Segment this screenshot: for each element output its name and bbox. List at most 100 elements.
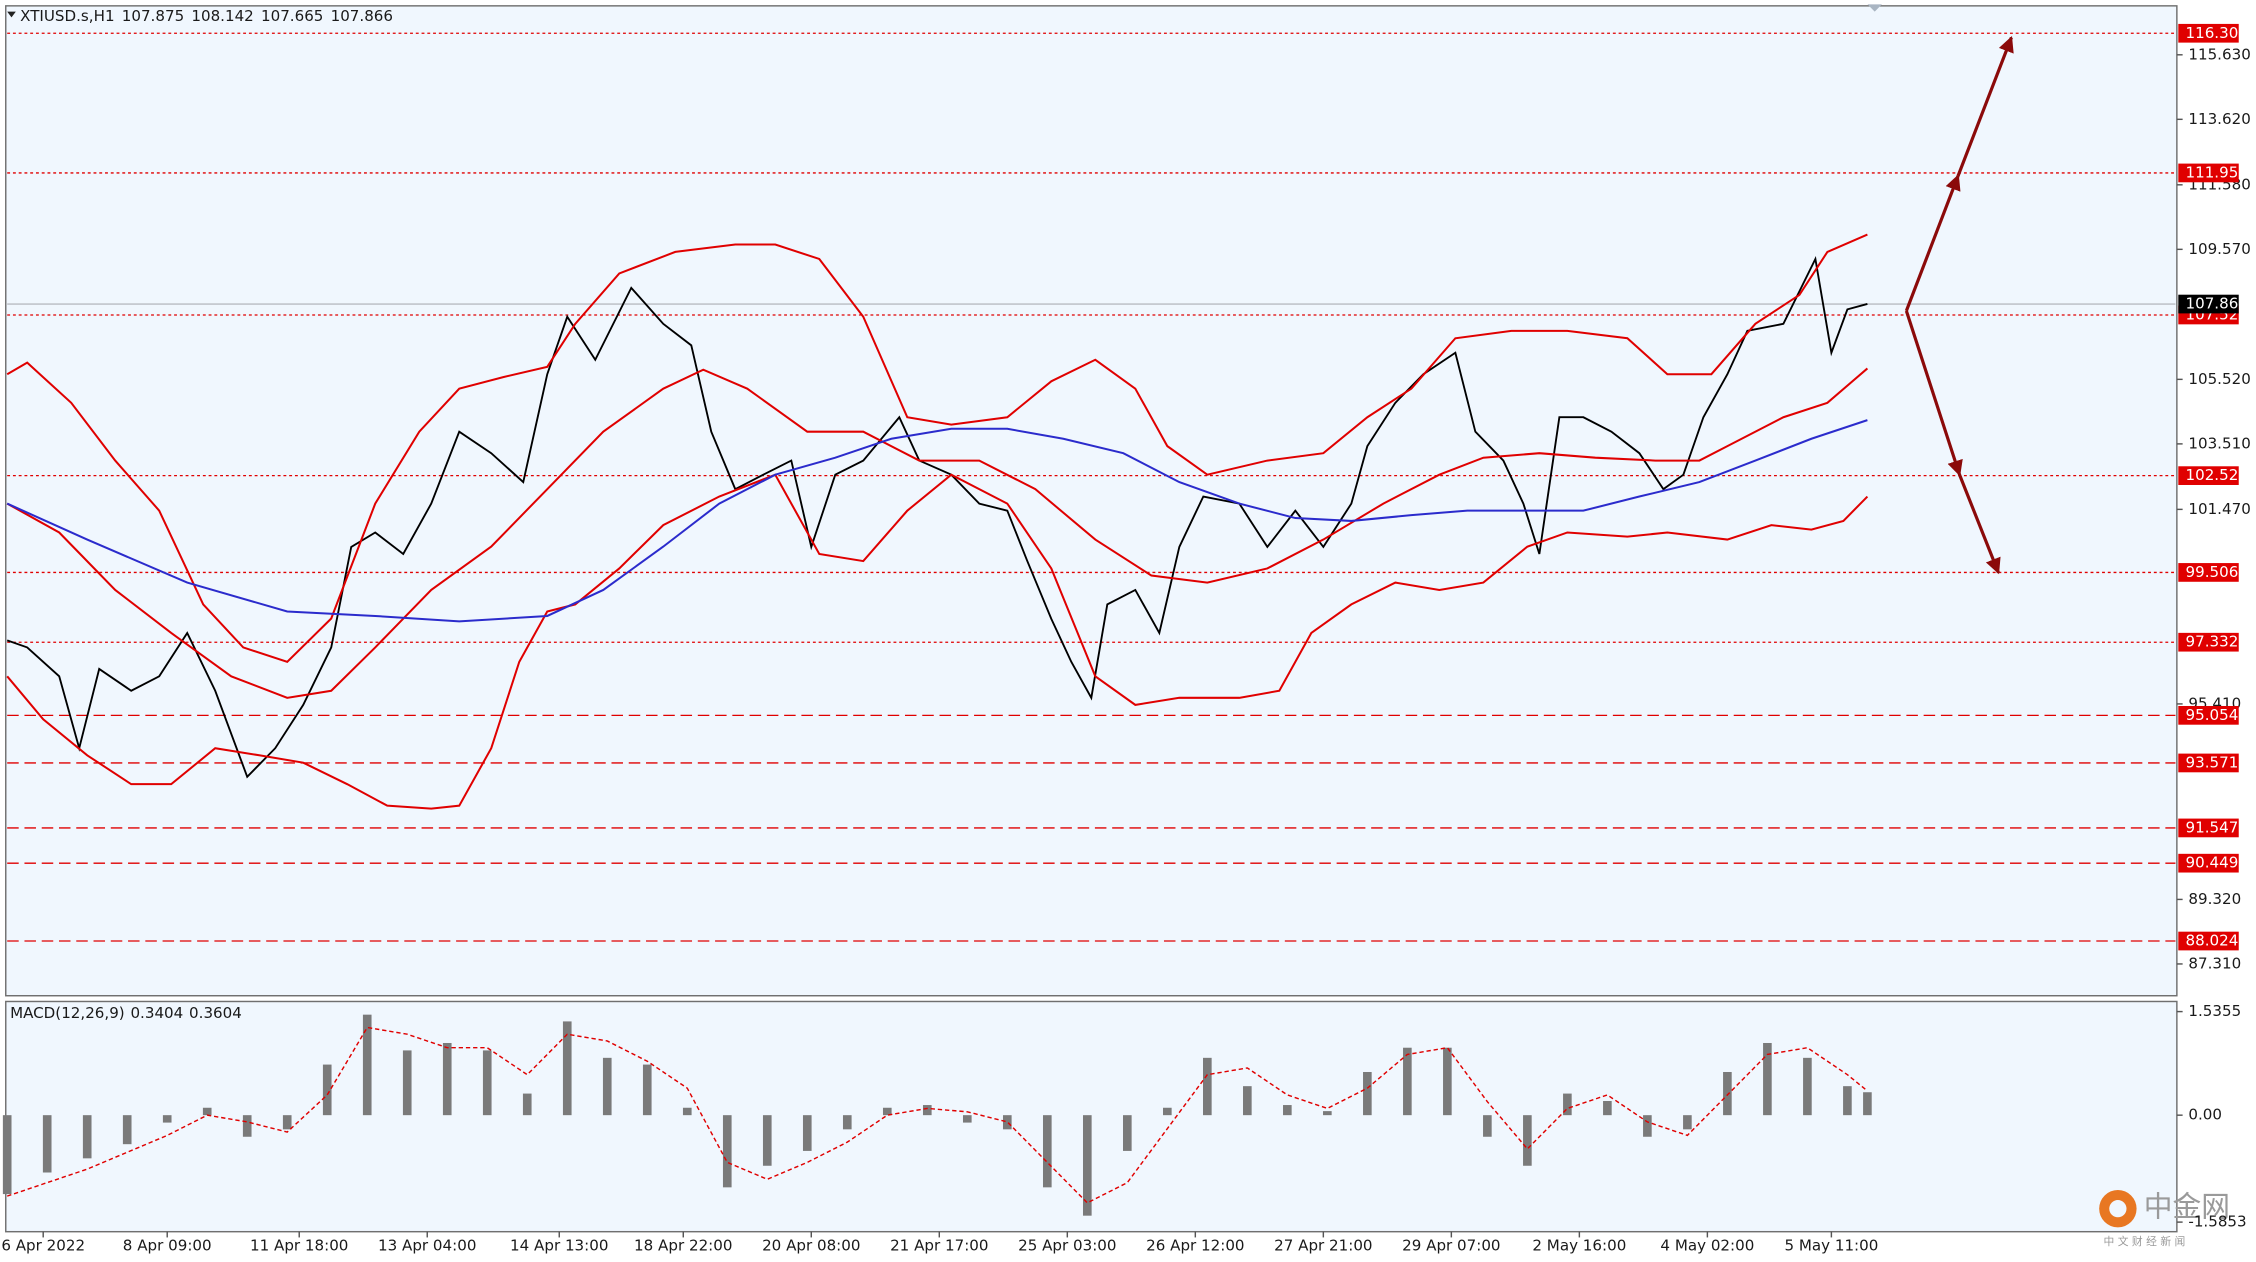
macd-bar [1163, 1107, 1172, 1116]
level-label: 88.024 [2186, 932, 2239, 950]
x-tick-label: 18 Apr 22:00 [634, 1237, 732, 1255]
y-tick-label: 101.470 [2188, 500, 2250, 518]
x-tick-label: 2 May 16:00 [1532, 1237, 1626, 1255]
indicator-line [6, 473, 1869, 810]
macd-bar [1122, 1115, 1132, 1151]
level-label: 95.054 [2186, 706, 2239, 724]
watermark: 中金网 中 文 财 经 新 闻 [2099, 1190, 2230, 1248]
level-label: 102.521 [2186, 466, 2248, 484]
y-tick-label: 87.310 [2188, 954, 2241, 972]
last-price-label: 107.866 [2186, 295, 2248, 313]
macd-bar [122, 1115, 132, 1145]
macd-bar [442, 1042, 452, 1116]
macd-bar [1643, 1115, 1652, 1137]
x-tick-label: 13 Apr 04:00 [378, 1237, 476, 1255]
y-tick-label: -1.5853 [2188, 1213, 2246, 1231]
y-tick-label: 89.320 [2188, 890, 2241, 908]
macd-header-value: 0.3404 [130, 1003, 183, 1021]
level-label: 99.506 [2186, 563, 2239, 581]
macd-bar [1363, 1071, 1372, 1116]
macd-bar [82, 1115, 92, 1159]
arrow-up-1 [1904, 174, 1961, 312]
macd-bar [1082, 1115, 1092, 1216]
x-tick-label: 8 Apr 09:00 [123, 1237, 212, 1255]
price-line [6, 255, 1868, 779]
x-tick-label: 25 Apr 03:00 [1018, 1237, 1116, 1255]
level-label: 111.950 [2186, 163, 2248, 181]
level-label: 116.301 [2186, 24, 2248, 42]
x-tick-label: 4 May 02:00 [1660, 1237, 1754, 1255]
macd-bar [1763, 1042, 1772, 1116]
price-panel [5, 5, 2178, 997]
macd-bar [562, 1021, 572, 1116]
macd-bar [1803, 1057, 1812, 1116]
level-label-box [2178, 563, 2239, 582]
macd-bar [1283, 1105, 1292, 1116]
last-price-box [2178, 294, 2239, 314]
y-tick-label: 0.00 [2188, 1106, 2222, 1124]
macd-bar [42, 1115, 52, 1173]
macd-bar [1863, 1092, 1872, 1116]
macd-bar [242, 1115, 252, 1137]
macd-bar [1843, 1086, 1852, 1116]
macd-bar [842, 1115, 852, 1130]
macd-bar [1563, 1093, 1572, 1116]
indicator-line [6, 419, 1868, 623]
macd-bar [922, 1105, 932, 1116]
macd-bar [2, 1115, 12, 1195]
x-tick-label: 20 Apr 08:00 [762, 1237, 860, 1255]
macd-bar [642, 1064, 652, 1116]
level-label-box [2178, 705, 2239, 725]
level-label: 93.571 [2186, 753, 2239, 771]
macd-header: MACD(12,26,9) 0.3404 0.3604 [10, 1003, 242, 1021]
macd-bar [522, 1093, 532, 1116]
macd-bar [962, 1115, 972, 1123]
level-label-box [2178, 163, 2239, 183]
macd-bar [1443, 1047, 1452, 1116]
macd-bar [1723, 1071, 1732, 1116]
level-label: 91.547 [2186, 818, 2239, 836]
macd-bar [1523, 1115, 1532, 1166]
macd-bar [162, 1115, 172, 1123]
macd-bar [602, 1057, 612, 1116]
macd-bar [402, 1050, 412, 1116]
header-value: 107.866 [331, 6, 393, 24]
indicator-line [6, 233, 1868, 664]
macd-bar [362, 1014, 372, 1116]
x-tick-label: 5 May 11:00 [1784, 1237, 1878, 1255]
x-tick-label: 26 Apr 12:00 [1146, 1237, 1244, 1255]
macd-bar [802, 1115, 812, 1151]
macd-bar [1483, 1115, 1492, 1137]
x-tick-label: 14 Apr 13:00 [510, 1237, 608, 1255]
symbol-menu-icon [7, 11, 16, 18]
y-tick-label: 1.5355 [2188, 1002, 2241, 1020]
level-label: 90.449 [2186, 854, 2239, 872]
level-label-box [2178, 853, 2239, 873]
macd-bar [882, 1107, 892, 1116]
header-value: XTIUSD.s,H1 [20, 6, 114, 24]
level-label-box [2178, 23, 2239, 43]
macd-bar [1683, 1115, 1692, 1130]
macd-bar [682, 1107, 692, 1116]
y-tick-label: 105.520 [2188, 370, 2250, 388]
plot-layer [2, 32, 2183, 1238]
header-value: 108.142 [191, 6, 253, 24]
arrow-down-1 [1904, 310, 1963, 477]
macd-header-value: 0.3604 [189, 1003, 242, 1021]
header-value: 107.665 [261, 6, 323, 24]
indicator-line [6, 367, 1869, 699]
arrow-down-2 [1958, 474, 2001, 575]
x-tick-label: 27 Apr 21:00 [1274, 1237, 1372, 1255]
level-label-box [2178, 818, 2239, 838]
y-tick-label: 103.510 [2188, 434, 2250, 452]
macd-bar [282, 1115, 292, 1130]
macd-bar [482, 1050, 492, 1116]
macd-bar [1603, 1101, 1612, 1116]
panel-scroll-marker [1867, 4, 1882, 12]
x-tick-label: 29 Apr 07:00 [1402, 1237, 1500, 1255]
level-label-box [2178, 466, 2239, 485]
arrow-up-2 [1956, 36, 2014, 177]
level-label-box [2178, 632, 2239, 652]
